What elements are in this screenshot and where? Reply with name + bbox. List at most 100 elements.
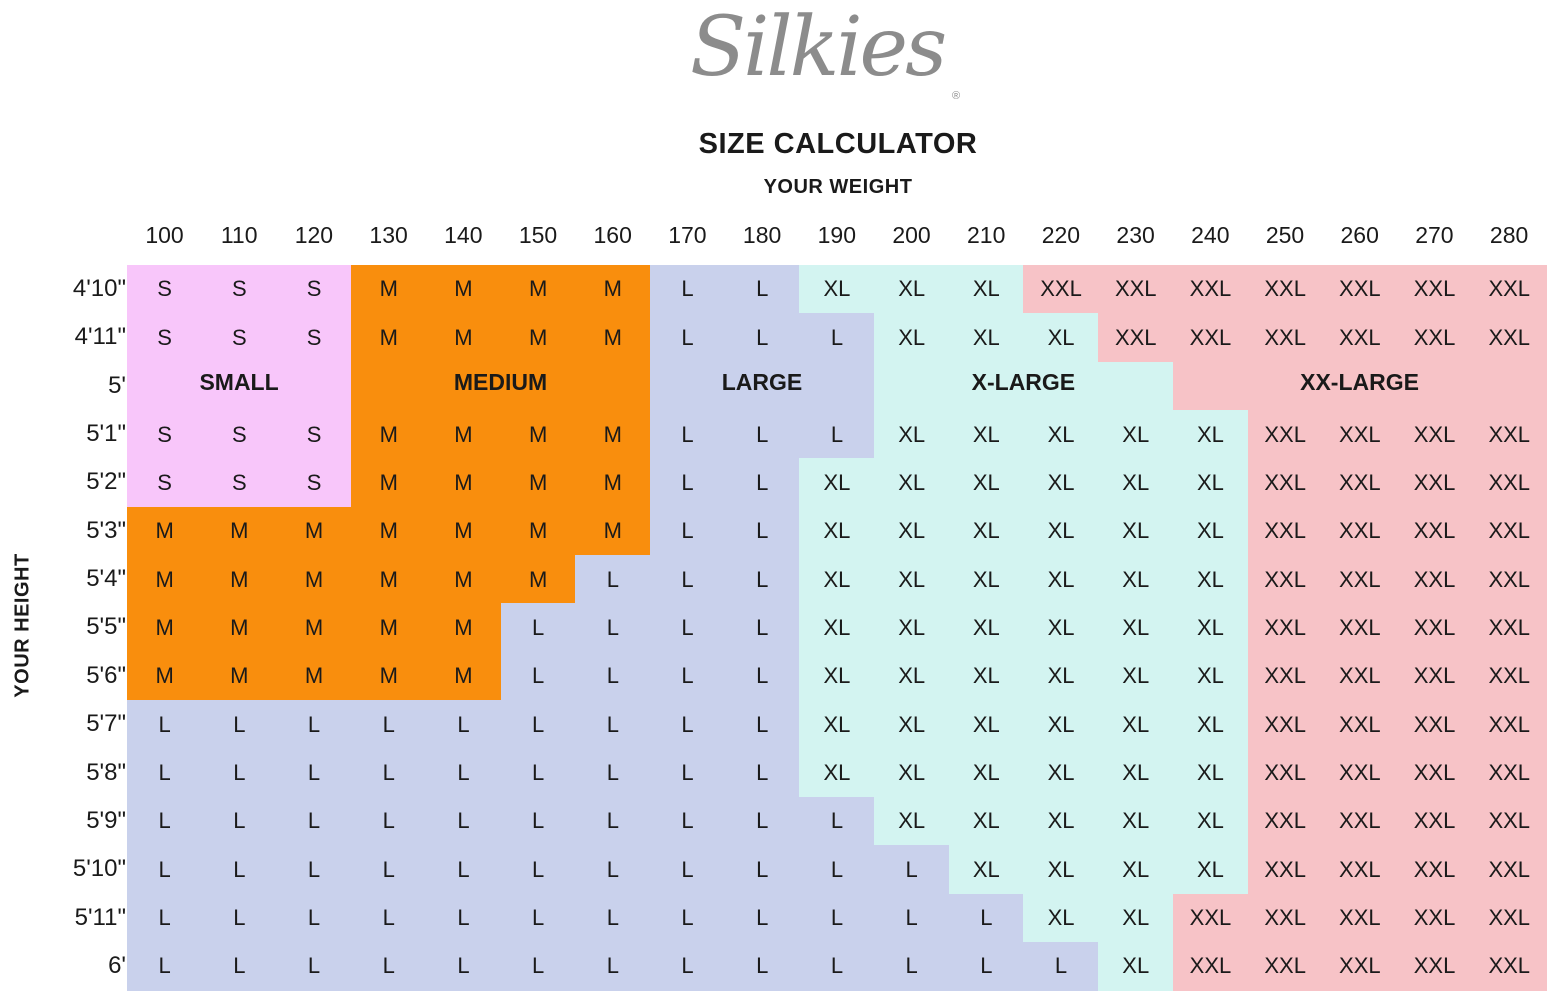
size-cell: L bbox=[500, 603, 576, 653]
size-cell: XL bbox=[1098, 410, 1174, 459]
weight-header-250: 250 bbox=[1265, 222, 1305, 248]
size-cell: XXL bbox=[1471, 796, 1547, 846]
page-title: SIZE CALCULATOR bbox=[698, 128, 978, 160]
size-cell: XL bbox=[874, 265, 950, 314]
size-cell: L bbox=[201, 845, 277, 895]
height-header: 5'2" bbox=[86, 468, 126, 496]
size-cell: L bbox=[649, 506, 726, 556]
size-cell: XL bbox=[1172, 506, 1249, 556]
size-cell: L bbox=[649, 748, 726, 798]
size-cell: M bbox=[276, 555, 352, 605]
size-cell: L bbox=[201, 796, 277, 846]
size-cell: XL bbox=[1098, 796, 1174, 846]
size-cell: XL bbox=[874, 313, 950, 363]
size-cell: M bbox=[351, 265, 427, 314]
height-header: 5'11" bbox=[74, 903, 126, 931]
size-cell: M bbox=[425, 458, 502, 508]
size-cell: XXL bbox=[1247, 603, 1323, 653]
weight-header-220: 220 bbox=[1041, 222, 1081, 248]
size-cell: XL bbox=[874, 458, 950, 508]
size-cell: L bbox=[425, 845, 502, 895]
size-cell: XXL bbox=[1322, 796, 1398, 846]
size-cell: L bbox=[276, 941, 352, 991]
height-header: 5'1" bbox=[86, 420, 126, 448]
size-cell: M bbox=[500, 555, 576, 605]
size-cell: XL bbox=[948, 506, 1024, 556]
size-cell: XL bbox=[1023, 458, 1099, 508]
size-cell: L bbox=[874, 893, 950, 943]
size-cell: M bbox=[127, 506, 203, 556]
size-cell: XXL bbox=[1247, 845, 1323, 895]
size-cell: XXL bbox=[1471, 458, 1547, 508]
size-cell: XXL bbox=[1471, 893, 1547, 943]
size-cell: XL bbox=[874, 748, 950, 798]
zone-row-cell bbox=[575, 361, 651, 411]
size-cell: XXL bbox=[1471, 748, 1547, 798]
zone-label-xlarge: X-LARGE bbox=[971, 368, 1076, 395]
size-cell: L bbox=[351, 700, 427, 750]
size-cell: XXL bbox=[1396, 410, 1473, 459]
size-cell: XL bbox=[1098, 748, 1174, 798]
weight-header-150: 150 bbox=[518, 222, 558, 248]
size-cell: M bbox=[500, 506, 576, 556]
size-cell: L bbox=[649, 458, 726, 508]
size-cell: XL bbox=[948, 796, 1024, 846]
size-cell: XL bbox=[1172, 458, 1249, 508]
logo-text: Silkies bbox=[690, 0, 947, 95]
size-cell: M bbox=[425, 506, 502, 556]
size-cell: L bbox=[799, 410, 875, 459]
size-cell: XXL bbox=[1247, 796, 1323, 846]
size-cell: XL bbox=[799, 651, 875, 701]
size-cell: XXL bbox=[1396, 651, 1473, 701]
silkies-logo: Silkies ® bbox=[690, 0, 990, 120]
size-cell: L bbox=[799, 845, 875, 895]
size-cell: XL bbox=[948, 458, 1024, 508]
size-cell: XL bbox=[948, 651, 1024, 701]
size-cell: XXL bbox=[1396, 748, 1473, 798]
weight-header-170: 170 bbox=[668, 222, 707, 248]
weight-header-110: 110 bbox=[220, 222, 258, 248]
zone-row-cell bbox=[201, 361, 277, 411]
size-cell: L bbox=[724, 748, 800, 798]
size-cell: XXL bbox=[1396, 893, 1473, 943]
size-cell: L bbox=[276, 700, 352, 750]
weight-header-120: 120 bbox=[294, 222, 334, 248]
size-cell: XXL bbox=[1172, 265, 1249, 314]
size-cell: L bbox=[351, 845, 427, 895]
size-cell: XL bbox=[948, 748, 1024, 798]
size-cell: XL bbox=[874, 410, 950, 459]
size-cell: XXL bbox=[1471, 410, 1547, 459]
zone-row-cell bbox=[724, 361, 800, 411]
size-cell: XXL bbox=[1023, 265, 1099, 314]
size-cell: L bbox=[201, 941, 277, 991]
size-cell: M bbox=[201, 651, 277, 701]
size-cell: M bbox=[500, 313, 576, 363]
size-cell: L bbox=[649, 603, 726, 653]
size-cell: XL bbox=[1023, 893, 1099, 943]
height-header: 5'3" bbox=[86, 516, 126, 544]
size-cell: L bbox=[575, 651, 651, 701]
height-header: 5'7" bbox=[86, 710, 126, 738]
size-cell: M bbox=[575, 410, 651, 459]
size-cell: M bbox=[575, 458, 651, 508]
size-cell: L bbox=[425, 796, 502, 846]
size-cell: S bbox=[201, 458, 277, 508]
size-cell: L bbox=[649, 265, 726, 314]
weight-header-270: 270 bbox=[1415, 222, 1454, 248]
size-cell: L bbox=[425, 748, 502, 798]
size-cell: XXL bbox=[1098, 313, 1174, 363]
zone-row-cell bbox=[1396, 361, 1473, 411]
size-cell: XXL bbox=[1322, 651, 1398, 701]
size-cell: M bbox=[201, 506, 277, 556]
zone-label-xxlarge: XX-LARGE bbox=[1300, 368, 1419, 395]
weight-header-210: 210 bbox=[967, 222, 1006, 248]
size-cell: XXL bbox=[1471, 265, 1547, 314]
size-cell: XXL bbox=[1247, 651, 1323, 701]
height-header: 4'10" bbox=[72, 275, 126, 302]
weight-header-260: 260 bbox=[1340, 222, 1379, 248]
height-header: 5'6" bbox=[86, 661, 126, 689]
zone-row-cell bbox=[351, 361, 427, 411]
size-cell: XXL bbox=[1247, 265, 1323, 314]
registered-mark: ® bbox=[952, 90, 961, 102]
size-cell: XXL bbox=[1172, 313, 1249, 363]
